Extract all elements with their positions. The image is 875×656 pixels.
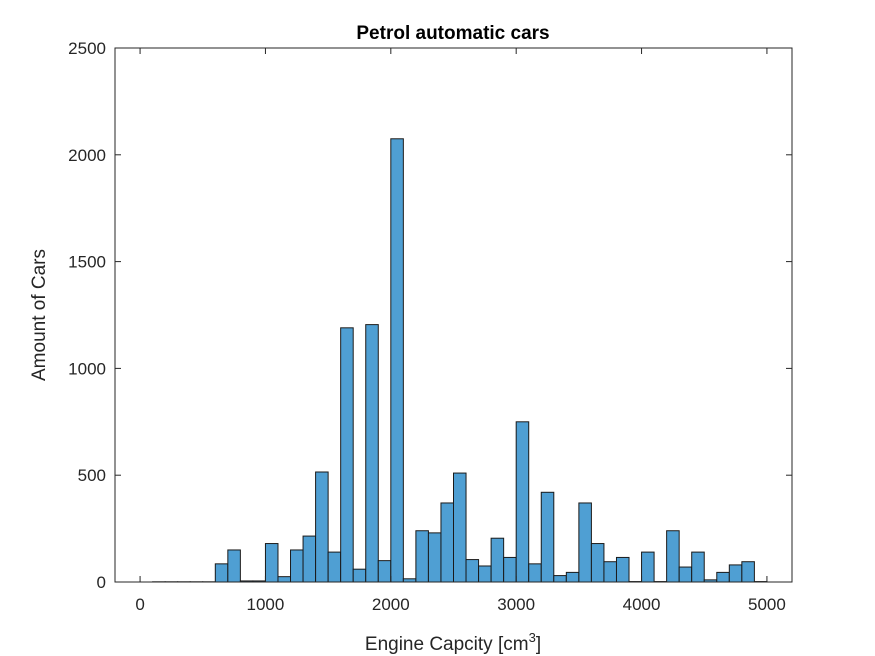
y-tick-label: 500: [78, 466, 106, 485]
x-tick-label: 0: [135, 595, 144, 614]
histogram-bar: [365, 324, 379, 583]
histogram-bar: [515, 421, 530, 583]
x-tick-label: 5000: [748, 595, 786, 614]
histogram-bar: [490, 537, 505, 583]
histogram-bar: [716, 571, 730, 583]
histogram-bar: [565, 571, 580, 583]
y-axis-label: Amount of Cars: [29, 249, 50, 381]
y-tick-label: 1000: [68, 359, 106, 378]
histogram-bar: [553, 575, 567, 583]
histogram-bar: [678, 566, 693, 583]
histogram-bars: [152, 138, 768, 583]
histogram-bar: [641, 551, 655, 583]
histogram-bar: [528, 563, 542, 583]
histogram-bar: [578, 502, 592, 583]
x-tick-label: 2000: [372, 595, 410, 614]
plot-area-border: [114, 47, 793, 583]
x-axis-ticks: 0 1000 2000 3000 4000 5000: [135, 48, 786, 614]
histogram-bar: [340, 327, 354, 583]
histogram-bar: [615, 556, 630, 583]
histogram-bar: [728, 564, 743, 583]
histogram-bar: [302, 535, 317, 583]
x-axis-label-superscript: 3: [529, 630, 536, 645]
histogram-bar: [227, 549, 241, 583]
histogram-bar: [590, 543, 605, 583]
histogram-bar: [415, 530, 429, 583]
histogram-bar: [478, 565, 492, 583]
histogram-bar: [440, 502, 454, 583]
x-axis-label: Engine Capcity [cm3]: [365, 630, 541, 655]
histogram-bar: [427, 532, 442, 583]
histogram-bar: [603, 561, 617, 583]
histogram-bar: [327, 551, 342, 583]
histogram-bar: [741, 561, 755, 583]
histogram-bar: [453, 472, 467, 583]
histogram-bar: [377, 560, 392, 583]
x-tick-label: 1000: [247, 595, 285, 614]
histogram-bar: [503, 556, 517, 583]
x-tick-label: 4000: [623, 595, 661, 614]
histogram-bar: [540, 491, 555, 583]
y-axis-ticks: 0 500 1000 1500 2000 2500: [68, 39, 792, 592]
x-axis-label-suffix: ]: [536, 634, 541, 655]
histogram-bar: [214, 563, 229, 583]
histogram-bar: [352, 568, 367, 583]
histogram-bar: [315, 471, 329, 583]
y-tick-label: 2500: [68, 39, 106, 58]
histogram-bar: [290, 549, 304, 583]
histogram-bar: [390, 138, 404, 583]
y-tick-label: 0: [97, 573, 106, 592]
x-axis-label-main: Engine Capcity [cm: [365, 634, 529, 655]
y-tick-label: 2000: [68, 146, 106, 165]
histogram-bar: [264, 543, 279, 583]
histogram-bar: [666, 530, 680, 583]
y-tick-label: 1500: [68, 253, 106, 272]
chart-title: Petrol automatic cars: [356, 23, 549, 44]
histogram-bar: [277, 576, 292, 583]
x-tick-label: 3000: [497, 595, 535, 614]
histogram-bar: [465, 559, 480, 583]
histogram-bar: [691, 551, 705, 583]
